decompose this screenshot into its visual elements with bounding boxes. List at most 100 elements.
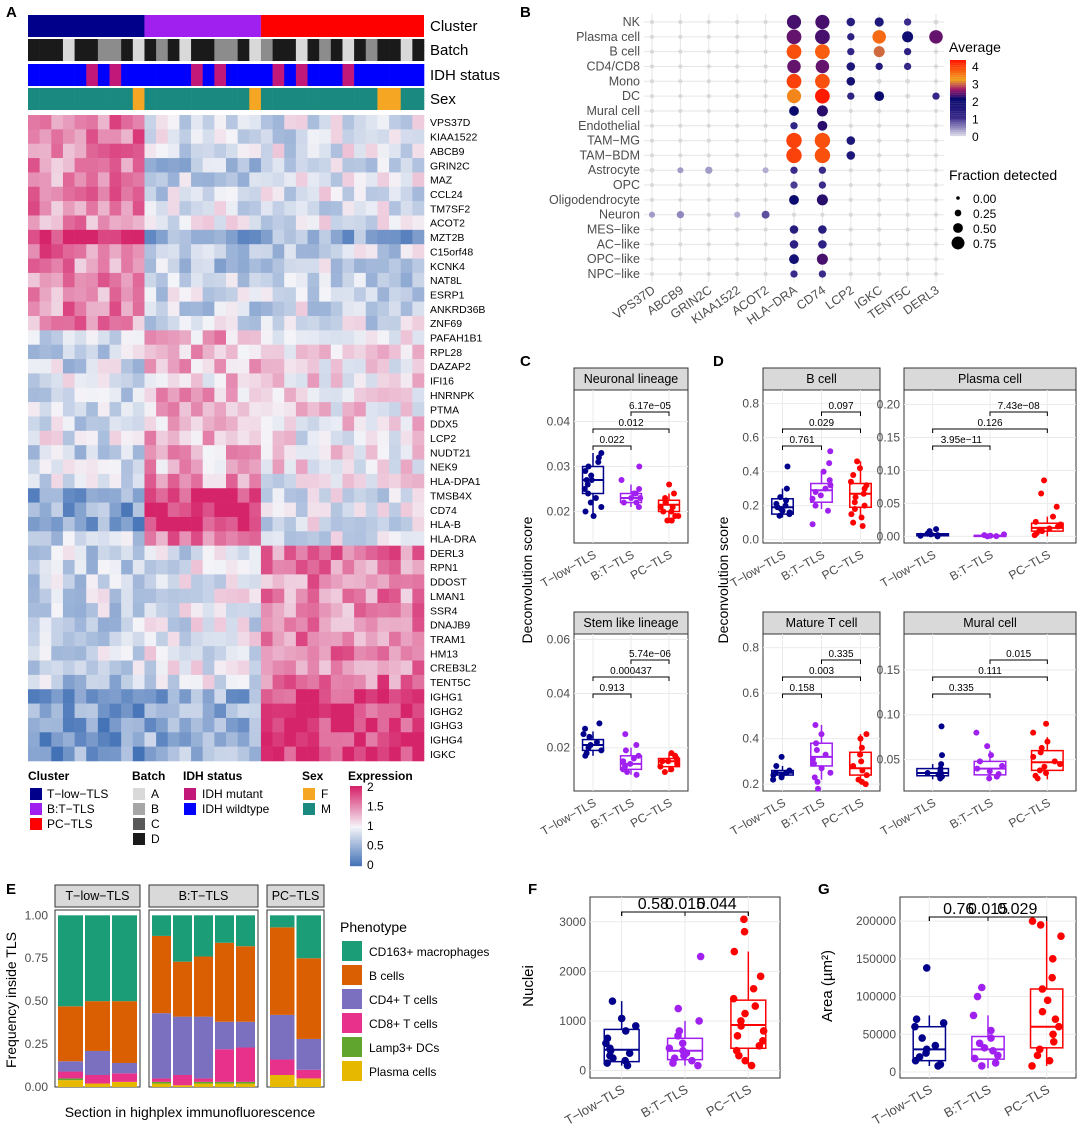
stack-CD4+ T cells	[152, 1013, 171, 1079]
dot-B cell-KIAA1522	[735, 49, 740, 54]
heatmap-cell	[237, 703, 250, 719]
heatmap-cell	[319, 488, 332, 503]
y-tick-label: 0.02	[547, 741, 571, 755]
heatmap-cell	[284, 272, 297, 288]
stack-Plasma cells	[152, 1083, 171, 1087]
heatmap-cell	[86, 516, 99, 532]
heatmap-cell	[132, 732, 145, 747]
dot-DC-CD74	[815, 88, 830, 104]
heatmap-cell	[51, 545, 64, 561]
heatmap-cell	[202, 115, 215, 130]
heatmap-cell	[377, 631, 390, 647]
heatmap-cell	[284, 129, 297, 145]
heatmap-cell	[354, 186, 367, 202]
y-tick-label: 0.05	[877, 753, 901, 767]
heatmap-cell	[144, 129, 157, 145]
heatmap-cell	[121, 574, 134, 590]
heatmap-cell	[121, 416, 134, 432]
heatmap-cell	[272, 186, 285, 202]
heatmap-cell	[377, 531, 390, 546]
heatmap-cell	[132, 689, 145, 704]
heatmap-cell	[272, 315, 285, 331]
heatmap-cell	[226, 717, 238, 733]
heatmap-cell	[121, 703, 134, 719]
heatmap-cell	[202, 215, 215, 231]
heatmap-cell	[62, 746, 75, 762]
heatmap-cell	[132, 229, 145, 245]
heatmap-cell	[39, 746, 52, 762]
heatmap-cell	[132, 344, 145, 360]
heatmap-cell	[249, 373, 262, 389]
heatmap-cell	[377, 703, 390, 719]
heatmap-cell	[389, 229, 402, 245]
heatmap-cell	[307, 258, 320, 274]
heatmap-cell	[330, 215, 343, 231]
heatmap-cell	[214, 516, 227, 532]
gene-label: MZT2B	[430, 232, 464, 244]
stack-CD4+ T cells	[194, 1016, 213, 1079]
dot-Mono-ACOT2	[763, 79, 768, 84]
heatmap-cell	[272, 115, 285, 130]
heatmap-cell	[156, 201, 169, 216]
heatmap-cell	[342, 373, 355, 389]
dot-Mono-GRIN2C	[706, 79, 711, 84]
data-point	[1053, 503, 1060, 510]
heatmap-cell	[342, 516, 355, 532]
heatmap-cell	[365, 603, 378, 618]
data-point	[674, 1032, 682, 1040]
heatmap-cell	[295, 272, 308, 288]
heatmap-cell	[307, 674, 320, 690]
heatmap-cell	[354, 430, 367, 446]
heatmap-cell	[109, 287, 122, 302]
heatmap-cell	[272, 287, 285, 302]
heatmap-cell	[74, 143, 87, 159]
heatmap-cell	[39, 258, 52, 274]
heatmap-cell	[342, 660, 355, 676]
annotation-cell	[156, 64, 169, 86]
dot-Neuron-DERL3	[933, 212, 939, 217]
heatmap-cell	[121, 143, 134, 159]
heatmap-cell	[144, 301, 157, 317]
heatmap-cell	[167, 660, 180, 676]
data-point	[1049, 1030, 1057, 1039]
heatmap-cell	[249, 574, 262, 590]
heatmap-cell	[330, 143, 343, 159]
heatmap-cell	[295, 158, 308, 173]
heatmap-cell	[28, 689, 40, 704]
heatmap-cell	[62, 574, 75, 590]
heatmap-cell	[377, 301, 390, 317]
y-tick-label: 0.6	[742, 431, 759, 445]
heatmap-cell	[156, 244, 169, 259]
dot-Oligodendrocyte-HLA−DRA	[789, 194, 799, 205]
gene-label: IGHG1	[430, 691, 463, 703]
heatmap-cell	[51, 430, 64, 446]
heatmap-cell	[62, 244, 75, 259]
heatmap-cell	[295, 129, 308, 145]
heatmap-cell	[156, 129, 169, 145]
x-tick-label: B:T−TLS	[588, 547, 636, 583]
annotation-cell	[272, 64, 285, 86]
heatmap-cell	[109, 746, 122, 762]
cell-type-label: Plasma cell	[576, 30, 640, 44]
heatmap-cell	[109, 272, 122, 288]
data-point	[778, 753, 785, 760]
heatmap-cell	[62, 158, 75, 173]
heatmap-cell	[377, 287, 390, 302]
heatmap-cell	[179, 143, 192, 159]
heatmap-cell	[389, 330, 402, 345]
colorbar-step	[350, 806, 362, 809]
heatmap-cell	[62, 143, 75, 159]
colorbar-tick: 3	[972, 78, 979, 92]
heatmap-cell	[330, 660, 343, 676]
heatmap-cell	[97, 502, 110, 518]
dot-OPC-TENT5C	[905, 182, 910, 188]
heatmap-cell	[237, 186, 250, 202]
heatmap-cell	[295, 473, 308, 489]
pvalue-bracket	[684, 911, 749, 916]
data-point	[1057, 761, 1064, 768]
heatmap-cell	[179, 488, 192, 503]
heatmap-cell	[295, 201, 308, 216]
heatmap-cell	[412, 488, 425, 503]
annotation-cell	[295, 88, 308, 110]
gene-label: GRIN2C	[430, 160, 470, 172]
